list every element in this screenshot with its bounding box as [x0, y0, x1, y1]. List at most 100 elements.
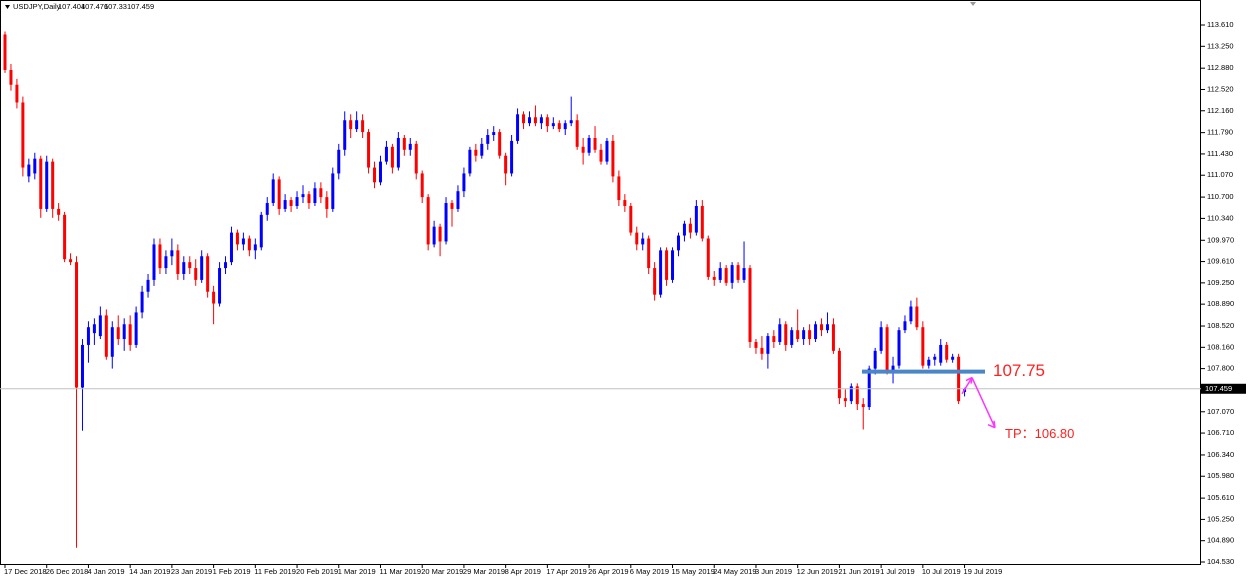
candle-body: [712, 276, 716, 280]
candle-body: [516, 114, 520, 141]
candle-body: [57, 208, 61, 215]
x-tick-label: 1 Jul 2019: [880, 567, 915, 576]
candle-body: [527, 117, 531, 124]
candle-body: [778, 324, 782, 342]
plot-frame: [0, 0, 1201, 565]
header-title: USDJPY,Daily: [13, 2, 61, 11]
x-tick-label: 17 Apr 2019: [546, 567, 586, 576]
candle-body: [593, 137, 597, 150]
candle-body: [492, 132, 496, 136]
candle-body: [510, 140, 514, 174]
candle-body: [772, 336, 776, 342]
candle-body: [378, 161, 382, 183]
candle-body: [855, 386, 859, 405]
y-tick-label: 108.160: [1207, 342, 1234, 351]
candle-body: [599, 149, 603, 162]
candle-body: [849, 386, 853, 402]
candle-body: [480, 143, 484, 156]
candle-body: [444, 203, 448, 242]
candle-body: [766, 336, 770, 354]
candle-body: [27, 164, 31, 177]
candle-body: [212, 291, 216, 304]
x-tick-label: 11 Mar 2019: [379, 567, 421, 576]
candle-body: [259, 214, 263, 248]
candle-body: [927, 359, 931, 366]
x-tick-label: 21 Jun 2019: [838, 567, 879, 576]
candle-body: [206, 256, 210, 292]
candle-body: [152, 244, 156, 280]
header-close: 107.459: [127, 2, 154, 11]
candle-body: [15, 84, 19, 103]
y-tick-label: 110.340: [1207, 213, 1234, 222]
y-tick-label: 107.800: [1207, 364, 1234, 373]
x-tick-label: 15 May 2019: [672, 567, 715, 576]
y-tick-label: 111.790: [1207, 128, 1233, 137]
candle-body: [629, 205, 633, 233]
candle-body: [146, 279, 150, 292]
candle-body: [605, 140, 609, 162]
candle-body: [414, 143, 418, 174]
level-label: 107.75: [993, 361, 1045, 380]
y-tick-label: 107.070: [1207, 407, 1234, 416]
x-tick-label: 29 Mar 2019: [463, 567, 505, 576]
candle-body: [51, 161, 55, 209]
candle-body: [355, 120, 359, 130]
candle-body: [623, 200, 627, 206]
candle-body: [462, 173, 466, 192]
candle-body: [468, 149, 472, 174]
y-tick-label: 112.880: [1207, 63, 1234, 72]
candle-body: [86, 327, 90, 345]
candle-body: [176, 250, 180, 274]
candle-body: [831, 324, 835, 351]
candle-body: [122, 324, 126, 340]
candle-body: [474, 149, 478, 156]
candle-body: [438, 226, 442, 242]
candle-body: [885, 327, 889, 372]
candle-body: [742, 268, 746, 280]
candle-body: [903, 321, 907, 331]
y-tick-label: 105.980: [1207, 471, 1234, 480]
candle-body: [843, 398, 847, 402]
candle-body: [450, 203, 454, 209]
y-tick-label: 110.700: [1207, 192, 1234, 201]
candle-body: [158, 244, 162, 269]
candle-body: [748, 268, 752, 342]
candle-body: [939, 344, 943, 363]
candle-body: [241, 238, 245, 245]
x-tick-label: 8 Apr 2019: [505, 567, 541, 576]
candle-body: [402, 137, 406, 150]
candle-body: [879, 327, 883, 351]
candle-body: [63, 214, 67, 260]
x-tick-label: 19 Jul 2019: [964, 567, 1003, 576]
candle-body: [688, 223, 692, 233]
arrow-down: [971, 377, 996, 429]
y-tick-label: 104.890: [1207, 536, 1234, 545]
x-tick-label: 10 Jul 2019: [922, 567, 961, 576]
candle-body: [837, 350, 841, 399]
candle-body: [611, 140, 615, 177]
candle-body: [9, 69, 13, 85]
candle-body: [760, 347, 764, 354]
candle-body: [373, 167, 377, 183]
candle-body: [581, 146, 585, 153]
candle-body: [951, 356, 955, 360]
candle-body: [867, 368, 871, 408]
candle-body: [671, 250, 675, 280]
candle-body: [21, 102, 25, 168]
candle-body: [569, 120, 573, 124]
candle-body: [349, 120, 353, 130]
candle-body: [754, 341, 758, 348]
candle-body: [39, 158, 43, 209]
candle-body: [110, 327, 114, 357]
candle-body: [724, 268, 728, 283]
candle-body: [802, 330, 806, 340]
candle-body: [194, 268, 198, 280]
candle-body: [504, 155, 508, 174]
candle-body: [736, 265, 740, 280]
x-tick-label: 24 May 2019: [713, 567, 756, 576]
candle-body: [3, 34, 7, 70]
candle-body: [921, 327, 925, 366]
candle-body: [361, 120, 365, 133]
candle-body: [825, 324, 829, 331]
candle-body: [307, 194, 311, 204]
